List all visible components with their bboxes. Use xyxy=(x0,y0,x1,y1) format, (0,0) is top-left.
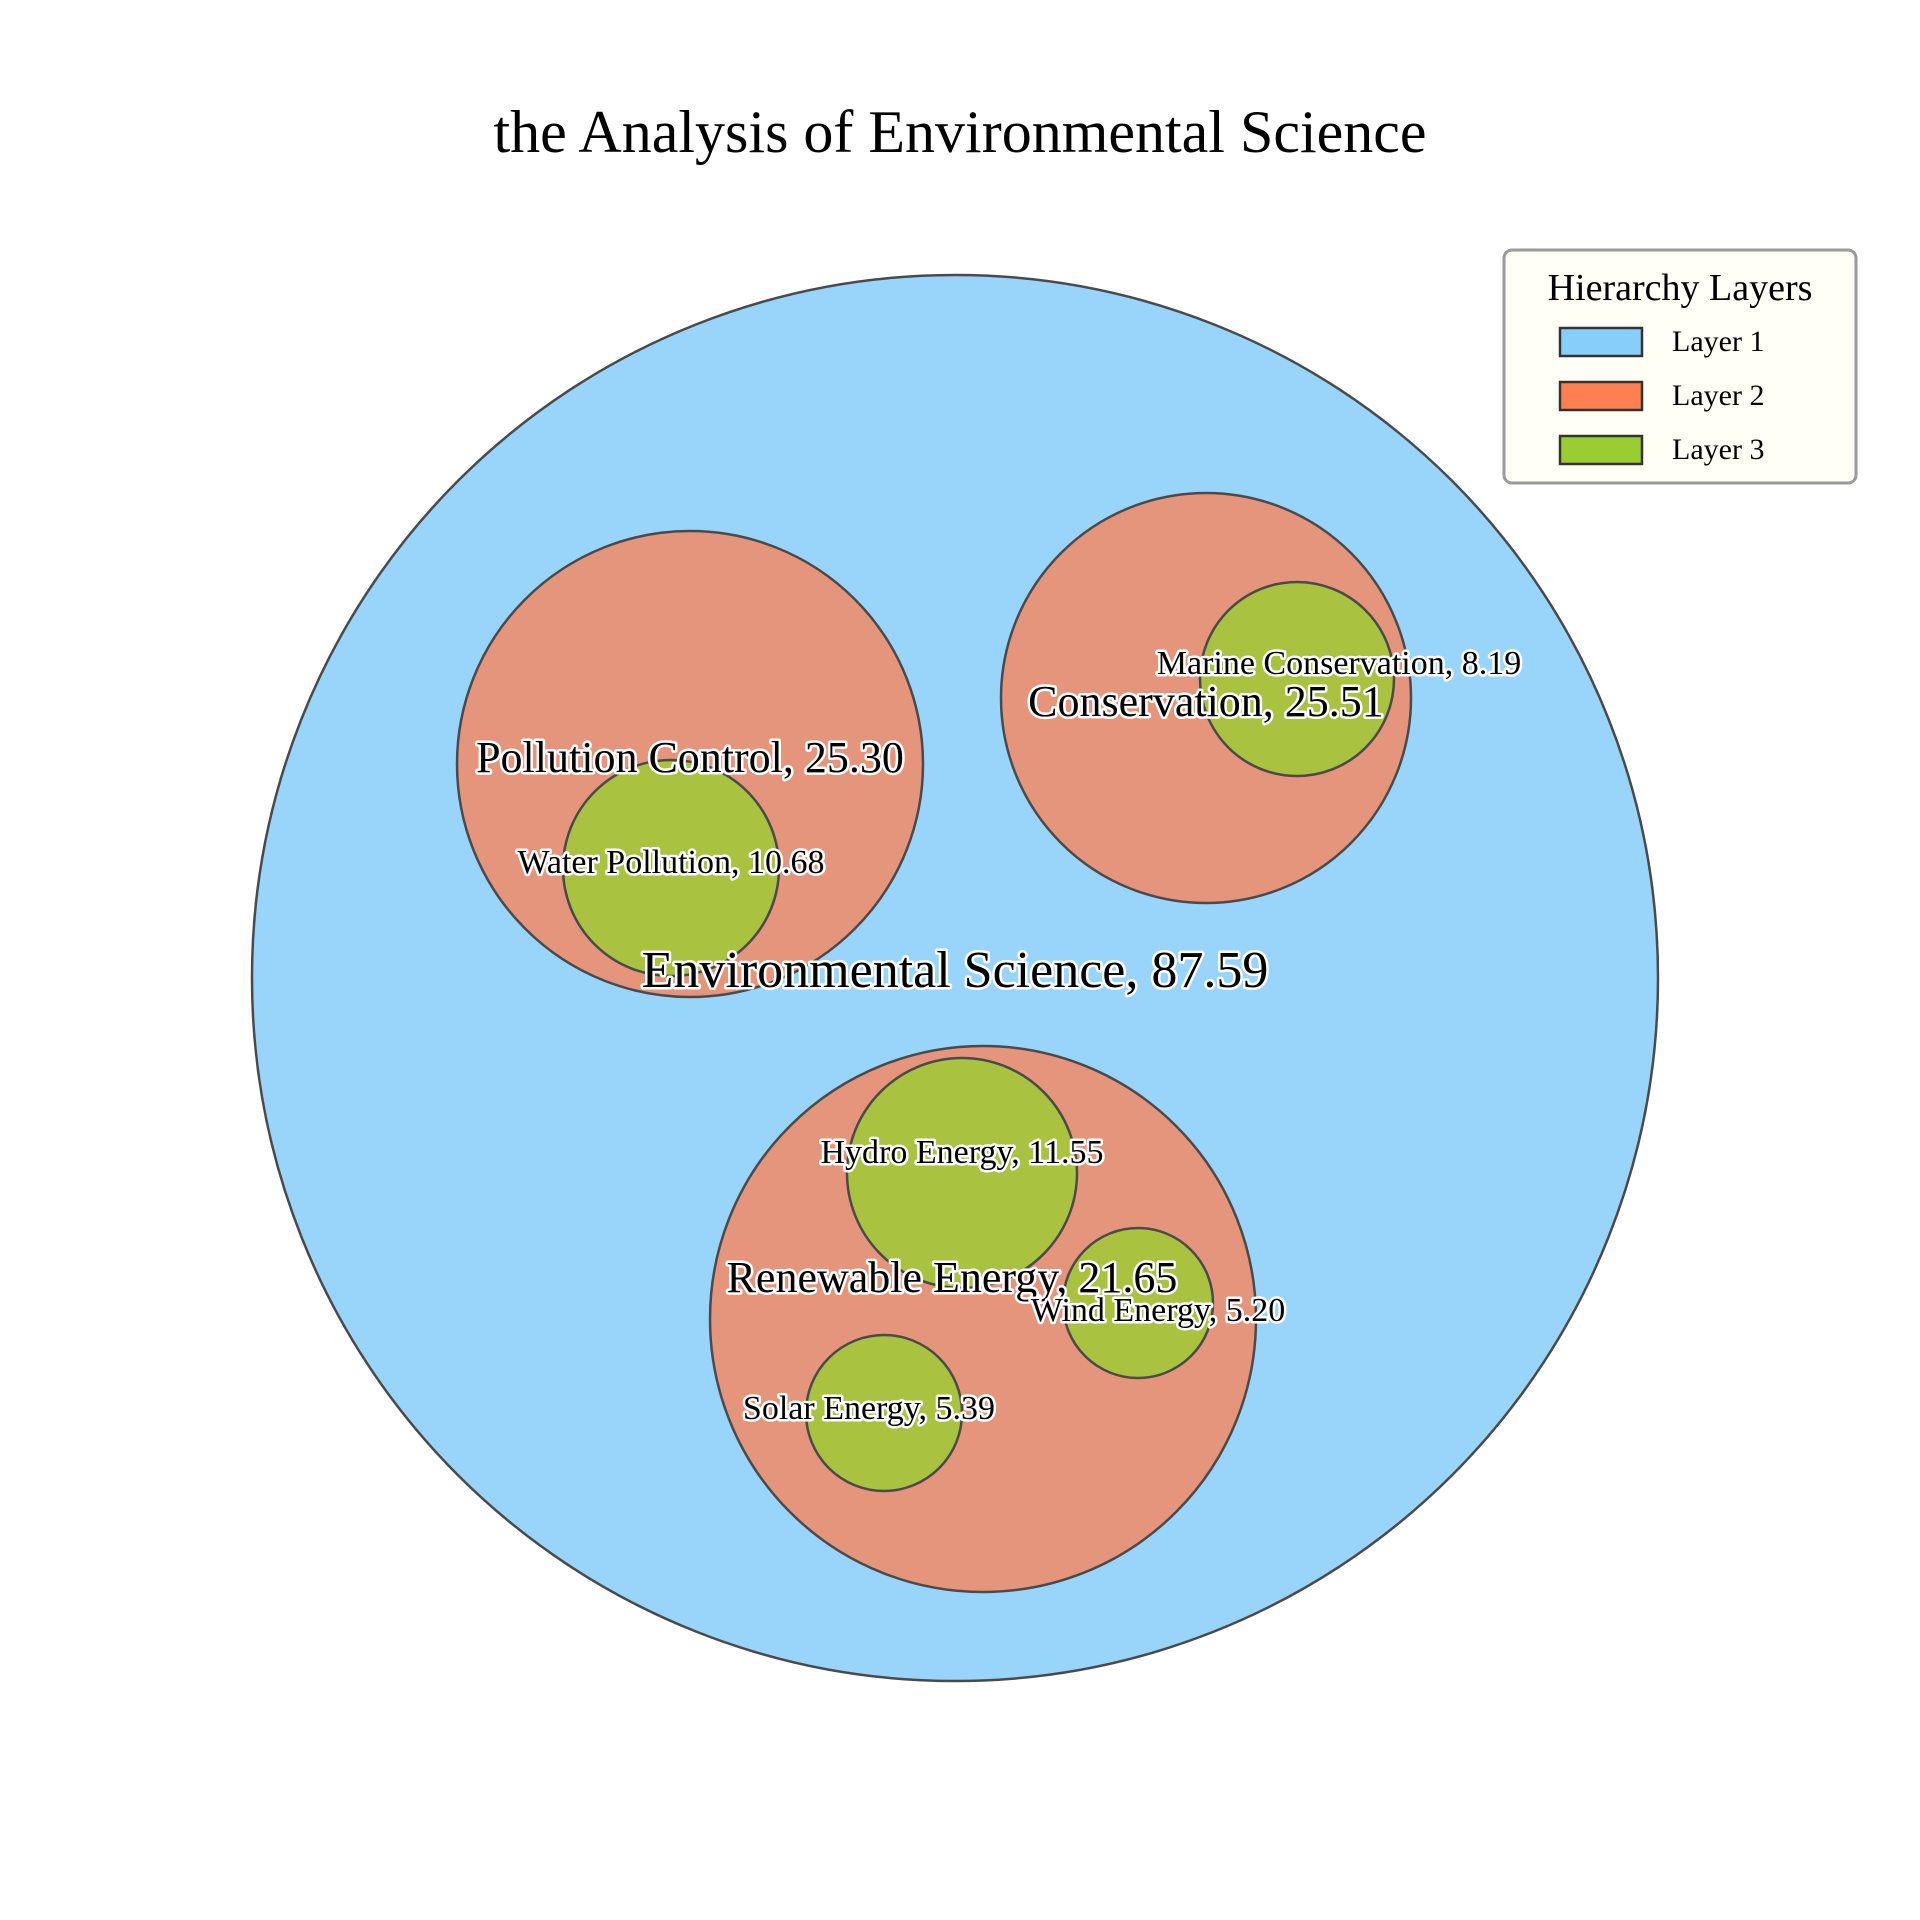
bubble-wind-energy xyxy=(1061,1226,1215,1380)
label-marine-conservation: Marine Conservation, 8.19 xyxy=(1157,645,1522,682)
legend-swatch-layer-3 xyxy=(1558,434,1644,466)
label-water-pollution: Water Pollution, 10.68 xyxy=(517,844,824,881)
bubble-solar-energy xyxy=(804,1333,964,1493)
bubble-marine-conservation xyxy=(1198,580,1396,778)
legend-label-layer-1: Layer 1 xyxy=(1672,325,1764,358)
legend-swatch-layer-1 xyxy=(1558,326,1644,358)
legend-label-layer-2: Layer 2 xyxy=(1672,379,1764,412)
bubble-layer xyxy=(250,273,1660,1683)
label-wind-energy: Wind Energy, 5.20 xyxy=(1031,1292,1286,1329)
label-solar-energy: Solar Energy, 5.39 xyxy=(743,1390,995,1427)
label-pollution-control: Pollution Control, 25.30 xyxy=(476,733,904,782)
legend: Hierarchy Layers Layer 1 Layer 2 Layer 3 xyxy=(1502,248,1858,485)
legend-swatch-layer-2 xyxy=(1558,380,1644,412)
label-hydro-energy: Hydro Energy, 11.55 xyxy=(821,1134,1104,1171)
label-renewable-energy: Renewable Energy, 21.65 xyxy=(727,1253,1178,1302)
legend-box xyxy=(1502,248,1858,485)
label-environmental-science: Environmental Science, 87.59 xyxy=(642,942,1269,999)
chart-title: the Analysis of Environmental Science xyxy=(493,99,1426,165)
legend-title: Hierarchy Layers xyxy=(1548,267,1813,309)
label-conservation: Conservation, 25.51 xyxy=(1028,677,1384,726)
legend-entries: Layer 1 Layer 2 Layer 3 xyxy=(1558,325,1764,466)
bubble-hydro-energy xyxy=(845,1056,1079,1290)
label-layer: Environmental Science, 87.59 Pollution Co… xyxy=(474,642,1524,1429)
legend-label-layer-3: Layer 3 xyxy=(1672,433,1764,466)
bubble-water-pollution xyxy=(561,758,781,978)
